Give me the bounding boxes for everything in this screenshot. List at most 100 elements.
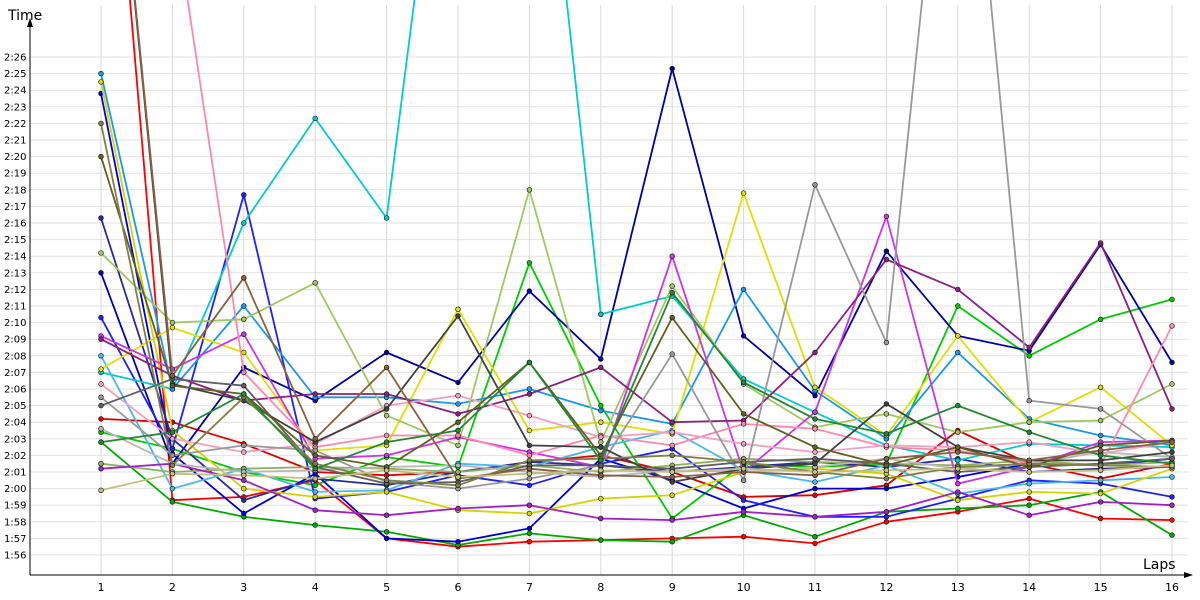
data-point — [98, 461, 104, 467]
data-point — [812, 409, 818, 415]
y-tick-label: 2:02 — [4, 451, 26, 462]
x-tick-label: 6 — [455, 581, 462, 594]
data-point — [1026, 512, 1032, 518]
data-point — [312, 436, 318, 442]
data-point — [812, 449, 818, 455]
data-point — [669, 479, 675, 485]
data-point — [383, 439, 390, 445]
data-point — [383, 472, 390, 478]
data-point — [1097, 515, 1104, 522]
data-point — [1026, 480, 1032, 487]
data-point — [1026, 489, 1032, 495]
y-tick-label: 2:14 — [4, 252, 26, 263]
x-axis-arrow — [1184, 572, 1193, 578]
data-point — [812, 492, 818, 498]
data-point — [383, 489, 390, 495]
data-point — [169, 373, 176, 379]
data-point — [383, 406, 390, 412]
y-tick-label: 2:04 — [4, 418, 26, 429]
data-point — [312, 489, 318, 495]
data-point — [241, 192, 247, 198]
data-point — [598, 434, 604, 440]
data-point — [669, 452, 675, 459]
y-tick-label: 2:15 — [4, 235, 26, 246]
data-point — [740, 509, 747, 515]
data-point — [383, 477, 390, 483]
data-point — [526, 427, 533, 434]
data-point — [1097, 452, 1104, 459]
data-point — [955, 489, 961, 495]
data-point — [241, 220, 247, 226]
data-point — [598, 457, 604, 464]
x-axis-title: Laps — [1143, 557, 1176, 573]
data-point — [169, 436, 176, 442]
data-point — [1097, 442, 1104, 449]
data-point — [669, 65, 675, 72]
data-point — [98, 314, 104, 321]
y-tick-label: 2:03 — [4, 434, 26, 445]
data-point — [241, 331, 247, 337]
series-line — [100, 67, 1173, 465]
y-tick-label: 2:23 — [4, 102, 26, 113]
data-point — [455, 505, 461, 512]
data-point — [598, 364, 604, 371]
data-point — [98, 70, 104, 77]
series-29 — [98, 462, 1175, 493]
data-point — [455, 392, 461, 399]
series-10 — [98, 70, 1175, 449]
series-line — [100, 0, 1173, 462]
data-point — [1169, 296, 1175, 303]
y-tick-label: 2:26 — [4, 53, 26, 64]
x-tick-label: 4 — [312, 581, 319, 594]
data-point — [669, 492, 675, 498]
data-point — [526, 510, 533, 517]
y-tick-label: 2:20 — [4, 152, 26, 163]
data-point — [98, 366, 104, 372]
y-tick-label: 2:06 — [4, 385, 26, 396]
data-point — [241, 391, 247, 397]
data-point — [669, 290, 675, 296]
data-point — [455, 306, 461, 312]
data-point — [1026, 502, 1032, 508]
data-point — [98, 353, 104, 359]
data-point — [1169, 323, 1175, 329]
data-point — [169, 471, 176, 477]
data-point — [598, 472, 604, 478]
data-point — [1169, 439, 1175, 445]
data-point — [598, 537, 604, 543]
data-point — [526, 412, 533, 419]
data-point — [740, 190, 747, 196]
y-tick-label: 2:17 — [4, 202, 26, 213]
series-line — [100, 261, 1173, 520]
data-point — [455, 379, 461, 386]
data-point — [98, 381, 104, 387]
series-line — [133, 0, 1173, 483]
data-point — [598, 407, 604, 414]
data-point — [740, 533, 747, 540]
data-point — [526, 475, 533, 482]
data-point — [1097, 406, 1104, 412]
data-point — [669, 429, 675, 435]
data-point — [669, 538, 675, 545]
data-point — [241, 477, 247, 483]
data-point — [1026, 495, 1032, 502]
data-point — [955, 333, 961, 339]
data-point — [812, 540, 818, 547]
data-point — [1026, 429, 1032, 435]
data-point — [669, 283, 675, 289]
series-group — [98, 0, 1175, 550]
y-axis-title: Time — [7, 8, 42, 24]
x-tick-label: 12 — [879, 581, 893, 594]
data-point — [598, 356, 604, 362]
data-point — [98, 215, 104, 221]
data-point — [740, 441, 747, 447]
data-point — [955, 402, 961, 409]
series-line — [100, 462, 1173, 521]
data-point — [1026, 397, 1032, 404]
data-point — [1169, 381, 1175, 387]
data-point — [241, 472, 247, 478]
data-point — [740, 497, 747, 503]
data-point — [526, 502, 533, 508]
x-tick-label: 5 — [383, 581, 390, 594]
data-point — [169, 485, 176, 492]
